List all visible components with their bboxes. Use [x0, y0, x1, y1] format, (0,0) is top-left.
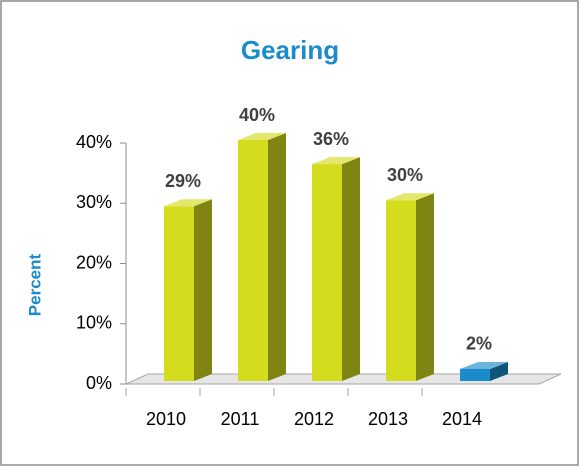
bar-front	[386, 200, 416, 381]
value-label: 40%	[239, 105, 275, 125]
y-tick-label: 30%	[76, 192, 112, 212]
bar-side	[268, 133, 286, 381]
value-label: 29%	[165, 171, 201, 191]
x-tick-label: 2013	[368, 409, 408, 429]
bar-side	[490, 361, 508, 381]
bar-front	[312, 164, 342, 381]
x-tick-label: 2012	[294, 409, 334, 429]
x-tick-label: 2014	[442, 409, 482, 429]
value-label: 2%	[466, 334, 492, 354]
bar-top	[386, 193, 434, 201]
x-tick-label: 2011	[221, 409, 260, 429]
bar	[238, 133, 286, 381]
bar-front	[238, 140, 268, 381]
y-axis-title: Percent	[25, 253, 44, 316]
bar-front	[460, 368, 490, 381]
chart-title: Gearing	[241, 35, 339, 65]
bar-top	[238, 133, 286, 140]
y-tick-label: 0%	[86, 373, 112, 393]
bar-side	[416, 193, 434, 381]
x-tick-label: 2010	[146, 409, 186, 429]
value-label: 36%	[313, 129, 349, 149]
y-tick-label: 40%	[76, 132, 112, 152]
bar	[312, 157, 360, 381]
y-tick-label: 20%	[76, 252, 112, 272]
bar-top	[164, 199, 212, 207]
bar	[460, 361, 508, 381]
value-label: 30%	[387, 165, 423, 185]
bar	[386, 193, 434, 381]
bar-top	[460, 361, 508, 369]
bar	[164, 199, 212, 381]
bar-top	[312, 157, 360, 165]
y-tick-label: 10%	[76, 313, 112, 333]
bar-side	[342, 157, 360, 381]
bar-front	[164, 206, 194, 381]
bar-side	[194, 199, 212, 381]
